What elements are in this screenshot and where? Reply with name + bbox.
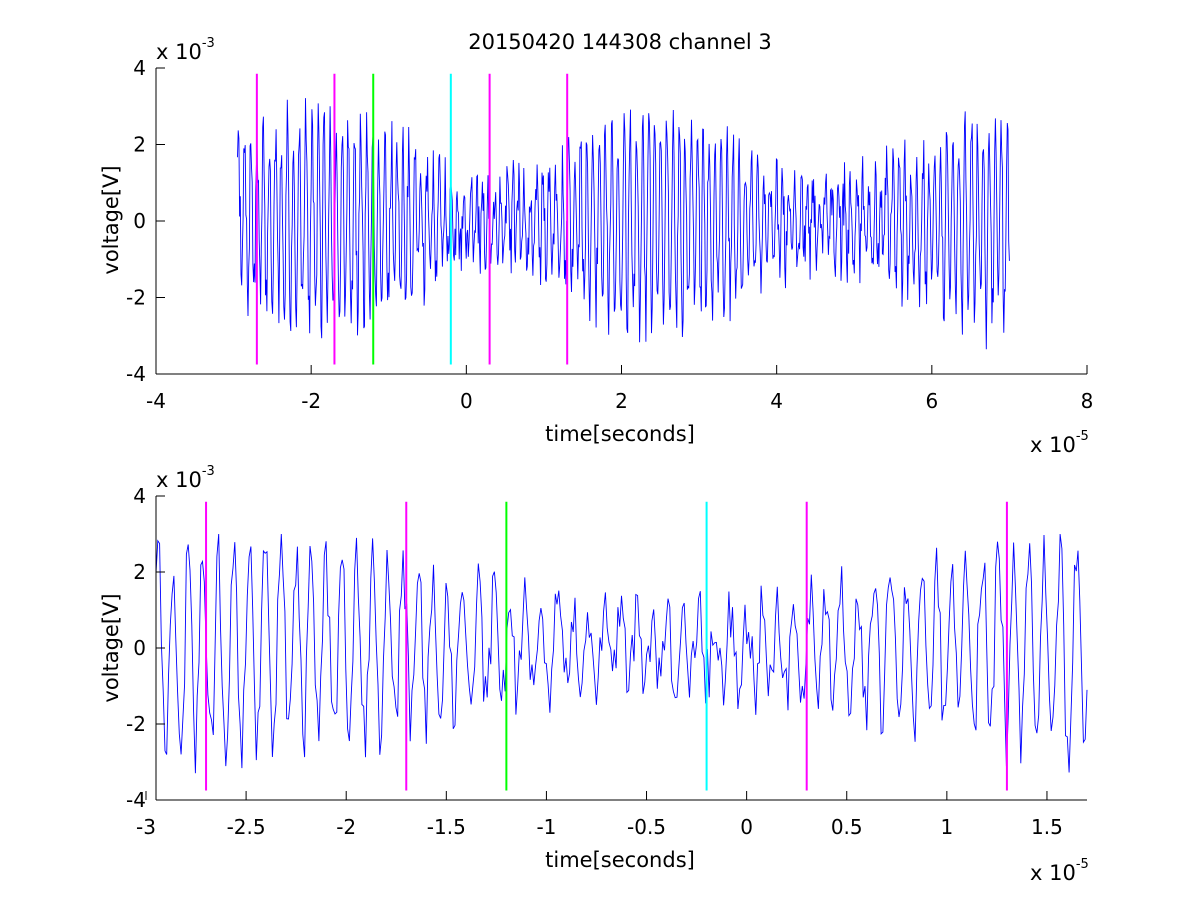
bottom-event-markers [205, 501, 1008, 791]
x-tick-label: -4 [146, 389, 166, 413]
bottom-x-ticks: -3 -2.5 -2 -1.5 -1 -0.5 0 0.5 1 1.5 [136, 791, 1063, 839]
x-tick-label: -1.5 [427, 815, 466, 839]
x-tick-label: 6 [925, 389, 938, 413]
x-tick-label: 0 [740, 815, 753, 839]
bottom-voltage-trace [155, 533, 1088, 774]
x-tick-label: 1.5 [1031, 815, 1063, 839]
y-tick-label: 2 [133, 560, 146, 584]
top-event-markers [255, 73, 569, 365]
x-tick-label: -2 [336, 815, 356, 839]
x-tick-label: 4 [770, 389, 783, 413]
bottom-y-exponent: -3 [202, 464, 215, 479]
voltage-trace-line [155, 533, 1088, 774]
top-y-exponent: -3 [202, 36, 215, 51]
top-x-axis-label: time[seconds] [545, 422, 695, 446]
x-tick-label: -3 [136, 815, 156, 839]
bottom-y-ticks: -4 -2 0 2 4 [126, 484, 165, 812]
top-voltage-trace [237, 98, 1010, 350]
bottom-y-axis-label: voltage[V] [99, 593, 123, 702]
x-tick-label: 0.5 [831, 815, 863, 839]
top-x-exponent: -5 [1076, 429, 1089, 444]
top-axes-frame [155, 68, 1087, 375]
bottom-x-multiplier: x 10-5 [1030, 857, 1089, 885]
bottom-x-exponent: -5 [1076, 857, 1089, 872]
voltage-trace-line [237, 98, 1010, 350]
top-y-multiplier: x 10-3 [156, 36, 215, 64]
bottom-axes-frame [155, 496, 1087, 801]
chart-title: 20150420 144308 channel 3 [468, 30, 772, 54]
x-tick-label: 0 [460, 389, 473, 413]
top-subplot: -4 -2 0 2 4 6 8 -4 -2 0 2 4 time[seconds] voltage[… [99, 36, 1093, 457]
y-tick-label: -4 [126, 788, 146, 812]
top-x-multiplier: x 10-5 [1030, 429, 1089, 457]
x-tick-label: 8 [1081, 389, 1094, 413]
y-tick-label: 4 [133, 484, 146, 508]
bottom-x-axis-label: time[seconds] [545, 848, 695, 872]
x-tick-label: -2 [301, 389, 321, 413]
bottom-y-multiplier: x 10-3 [156, 464, 215, 492]
y-tick-label: -2 [126, 286, 146, 310]
top-y-ticks: -4 -2 0 2 4 [126, 56, 165, 386]
y-tick-label: 0 [133, 209, 146, 233]
y-tick-label: 4 [133, 56, 146, 80]
top-y-axis-label: voltage[V] [99, 165, 123, 274]
bottom-subplot: -3 -2.5 -2 -1.5 -1 -0.5 0 0.5 1 1.5 -4 -2 0 2 4 time[… [99, 464, 1089, 885]
y-tick-label: -2 [126, 712, 146, 736]
x-tick-label: -1 [536, 815, 556, 839]
y-tick-label: -4 [126, 362, 146, 386]
top-x-ticks: -4 -2 0 2 4 6 8 [146, 365, 1093, 413]
x-tick-label: 1 [940, 815, 953, 839]
x-tick-label: -0.5 [627, 815, 666, 839]
x-tick-label: -2.5 [227, 815, 266, 839]
y-tick-label: 2 [133, 133, 146, 157]
y-tick-label: 0 [133, 636, 146, 660]
x-tick-label: 2 [615, 389, 628, 413]
